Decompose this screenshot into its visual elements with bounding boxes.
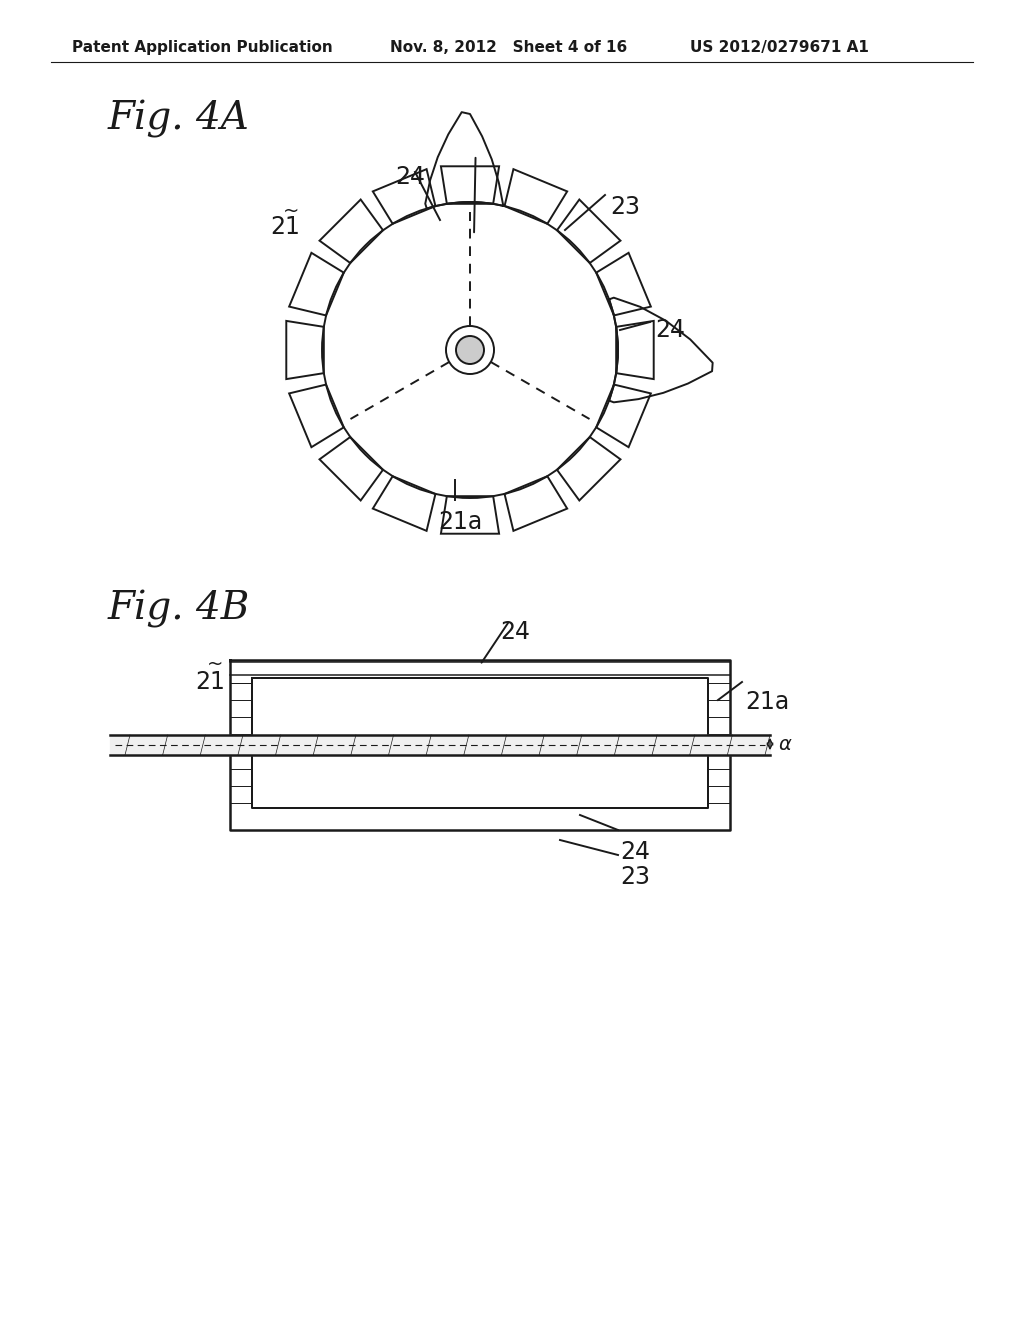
Text: 23: 23	[610, 195, 640, 219]
Text: α: α	[778, 735, 791, 755]
Text: ~: ~	[207, 655, 223, 675]
Text: 23: 23	[620, 865, 650, 888]
Text: US 2012/0279671 A1: US 2012/0279671 A1	[690, 40, 869, 55]
Text: 24: 24	[655, 318, 685, 342]
Text: 24: 24	[500, 620, 530, 644]
Text: 24: 24	[395, 165, 425, 189]
Circle shape	[456, 337, 484, 364]
Text: 21: 21	[195, 671, 225, 694]
Text: 24: 24	[620, 840, 650, 865]
Text: 21a: 21a	[745, 690, 790, 714]
Text: 21a: 21a	[438, 510, 482, 535]
Text: ~: ~	[283, 202, 299, 220]
Text: Patent Application Publication: Patent Application Publication	[72, 40, 333, 55]
Text: Fig. 4A: Fig. 4A	[108, 100, 250, 139]
Text: Fig. 4B: Fig. 4B	[108, 590, 251, 628]
Text: 21: 21	[270, 215, 300, 239]
Text: Nov. 8, 2012   Sheet 4 of 16: Nov. 8, 2012 Sheet 4 of 16	[390, 40, 628, 55]
